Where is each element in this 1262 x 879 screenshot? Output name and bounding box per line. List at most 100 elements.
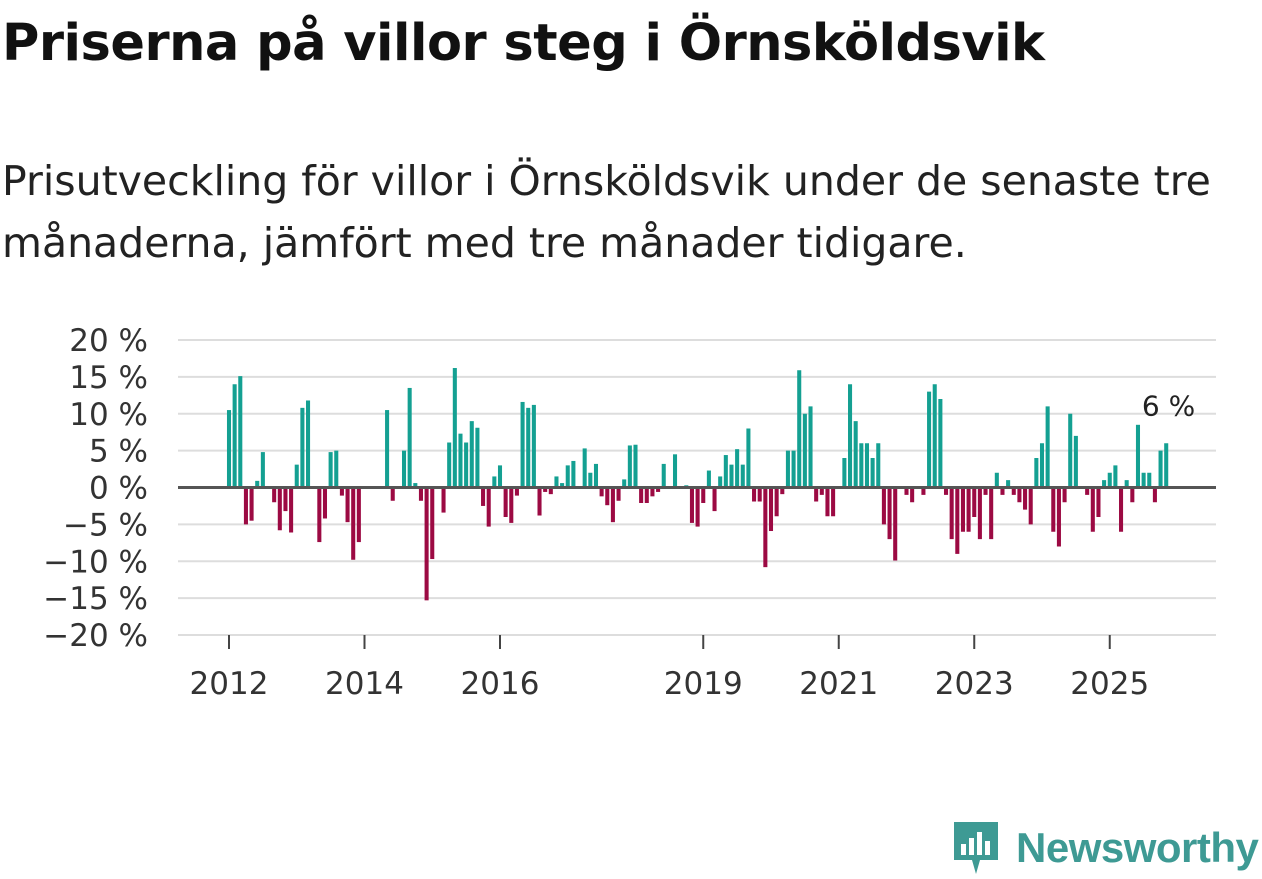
bar bbox=[401, 450, 407, 488]
bar bbox=[418, 487, 423, 501]
bar bbox=[531, 404, 536, 488]
bar bbox=[1056, 487, 1061, 547]
bar bbox=[1113, 465, 1118, 488]
y-tick-label: 20 % bbox=[69, 323, 148, 359]
bar bbox=[492, 476, 497, 488]
bar bbox=[1141, 472, 1146, 488]
bar bbox=[1051, 487, 1056, 532]
bar bbox=[791, 450, 796, 488]
bar bbox=[718, 476, 723, 488]
y-tick-label: −5 % bbox=[63, 507, 148, 543]
bar bbox=[351, 487, 356, 560]
bar bbox=[876, 443, 881, 488]
bar bbox=[1011, 487, 1016, 495]
bar bbox=[430, 487, 435, 560]
bar bbox=[757, 487, 762, 502]
bar-chart-icon bbox=[954, 822, 998, 874]
latest-value-label: 6 % bbox=[1142, 389, 1195, 422]
bar bbox=[1028, 487, 1033, 525]
bar bbox=[1096, 487, 1101, 517]
x-tick-label: 2025 bbox=[1070, 666, 1149, 702]
bar bbox=[989, 487, 994, 540]
bar bbox=[1135, 424, 1141, 488]
bar bbox=[424, 487, 429, 601]
bar bbox=[927, 391, 932, 488]
bar bbox=[283, 487, 288, 512]
bar bbox=[565, 465, 570, 488]
bar bbox=[943, 487, 949, 495]
x-axis: 2012 2014 2016 2019 2021 2023 2025 bbox=[190, 635, 1149, 702]
bar bbox=[893, 487, 898, 561]
bar bbox=[1158, 450, 1163, 488]
bar bbox=[661, 463, 666, 488]
y-tick-label: 5 % bbox=[89, 434, 148, 470]
bar bbox=[977, 487, 982, 540]
bar bbox=[526, 407, 531, 488]
bar bbox=[1107, 472, 1112, 488]
bar bbox=[808, 406, 813, 488]
bar bbox=[1039, 443, 1045, 488]
bar bbox=[1023, 487, 1028, 510]
bar bbox=[385, 410, 390, 488]
bar bbox=[881, 487, 886, 525]
bar bbox=[797, 370, 802, 488]
bar bbox=[413, 483, 418, 488]
bar bbox=[232, 384, 237, 488]
bar bbox=[910, 487, 915, 503]
bar bbox=[938, 399, 943, 488]
bar bbox=[1147, 472, 1152, 488]
bar bbox=[610, 487, 615, 523]
bar bbox=[339, 487, 344, 496]
bar bbox=[356, 487, 361, 543]
bar bbox=[1090, 487, 1095, 532]
x-tick-label: 2021 bbox=[799, 666, 878, 702]
bar bbox=[345, 487, 350, 523]
bar bbox=[260, 452, 265, 488]
bar bbox=[656, 487, 661, 492]
bar bbox=[300, 407, 305, 488]
bar bbox=[921, 487, 926, 495]
bar bbox=[272, 487, 277, 503]
bar bbox=[819, 487, 824, 495]
bar bbox=[949, 487, 954, 540]
bar bbox=[554, 476, 559, 488]
bar bbox=[994, 472, 999, 488]
y-tick-label: −15 % bbox=[43, 581, 148, 617]
y-tick-label: −10 % bbox=[43, 544, 148, 580]
bar bbox=[1068, 413, 1073, 488]
bar bbox=[328, 452, 333, 488]
bar bbox=[650, 487, 655, 497]
bar bbox=[1085, 487, 1090, 495]
bar bbox=[447, 442, 452, 488]
bar bbox=[853, 421, 858, 488]
bar bbox=[763, 487, 768, 568]
x-tick-label: 2012 bbox=[190, 666, 269, 702]
x-tick-label: 2019 bbox=[664, 666, 743, 702]
bar bbox=[1062, 487, 1067, 503]
bar bbox=[966, 487, 971, 532]
bar bbox=[802, 413, 807, 488]
bar bbox=[774, 487, 779, 517]
bar bbox=[701, 487, 706, 503]
bar bbox=[322, 487, 328, 519]
bar bbox=[723, 455, 728, 488]
bar bbox=[1102, 480, 1107, 488]
bar bbox=[306, 400, 311, 488]
bar bbox=[689, 487, 694, 523]
bar bbox=[599, 487, 604, 497]
bar bbox=[294, 464, 299, 488]
x-tick-label: 2023 bbox=[935, 666, 1014, 702]
bar bbox=[768, 487, 774, 532]
bar bbox=[441, 487, 446, 513]
bar bbox=[582, 448, 587, 488]
bar bbox=[1152, 487, 1157, 503]
bar bbox=[226, 410, 232, 488]
bar bbox=[831, 487, 836, 517]
bar bbox=[243, 487, 248, 525]
bar bbox=[752, 487, 757, 502]
bar bbox=[706, 470, 711, 488]
bar bbox=[255, 480, 260, 488]
bar bbox=[695, 487, 700, 527]
bar bbox=[593, 463, 599, 488]
